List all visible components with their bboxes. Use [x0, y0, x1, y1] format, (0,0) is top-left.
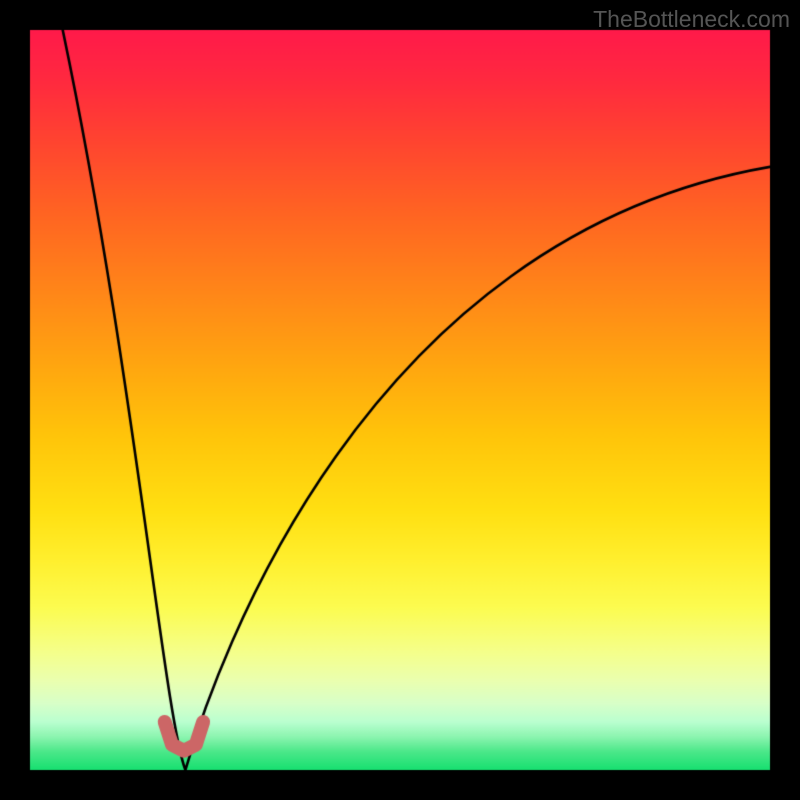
bottleneck-chart-canvas — [0, 0, 800, 800]
chart-container: TheBottleneck.com — [0, 0, 800, 800]
